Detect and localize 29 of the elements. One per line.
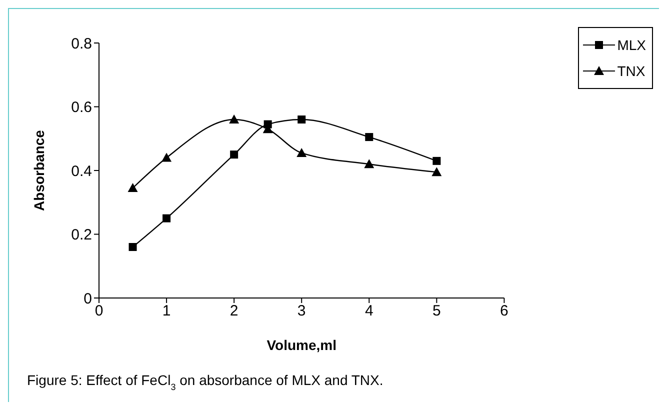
point [298,116,306,124]
point [364,159,374,168]
y-tick-label: 0.2 [71,226,92,244]
y-tick-label: 0.4 [71,162,92,180]
x-tick-label: 6 [500,302,508,320]
legend-label: TNX [617,63,646,79]
point [365,133,374,142]
point [432,167,442,176]
caption: Figure 5: Effect of FeCl$_{3}$ on absorbance of MLX and TNX. [27,372,384,392]
x-axis-title: Volume,ml [266,337,336,353]
y-tick-label: 0 [84,290,92,308]
point [162,214,171,222]
x-tick-label: 0 [94,302,104,320]
x-tick-label: 5 [432,302,441,320]
x-tick-label: 2 [230,302,238,320]
point [128,183,138,192]
x-tick-label: 3 [297,302,306,320]
legend-label: MLX [617,37,646,53]
point [230,150,238,159]
point [128,243,137,251]
point [432,156,441,165]
point [162,152,172,162]
point [229,114,240,124]
x-tick-label: 1 [162,302,171,320]
point [296,148,307,157]
y-tick-label: 0.6 [71,99,92,116]
y-tick-label: 0.8 [71,35,92,52]
x-tick-label: 4 [364,302,374,320]
y-axis-title: Absorbance [30,130,47,211]
